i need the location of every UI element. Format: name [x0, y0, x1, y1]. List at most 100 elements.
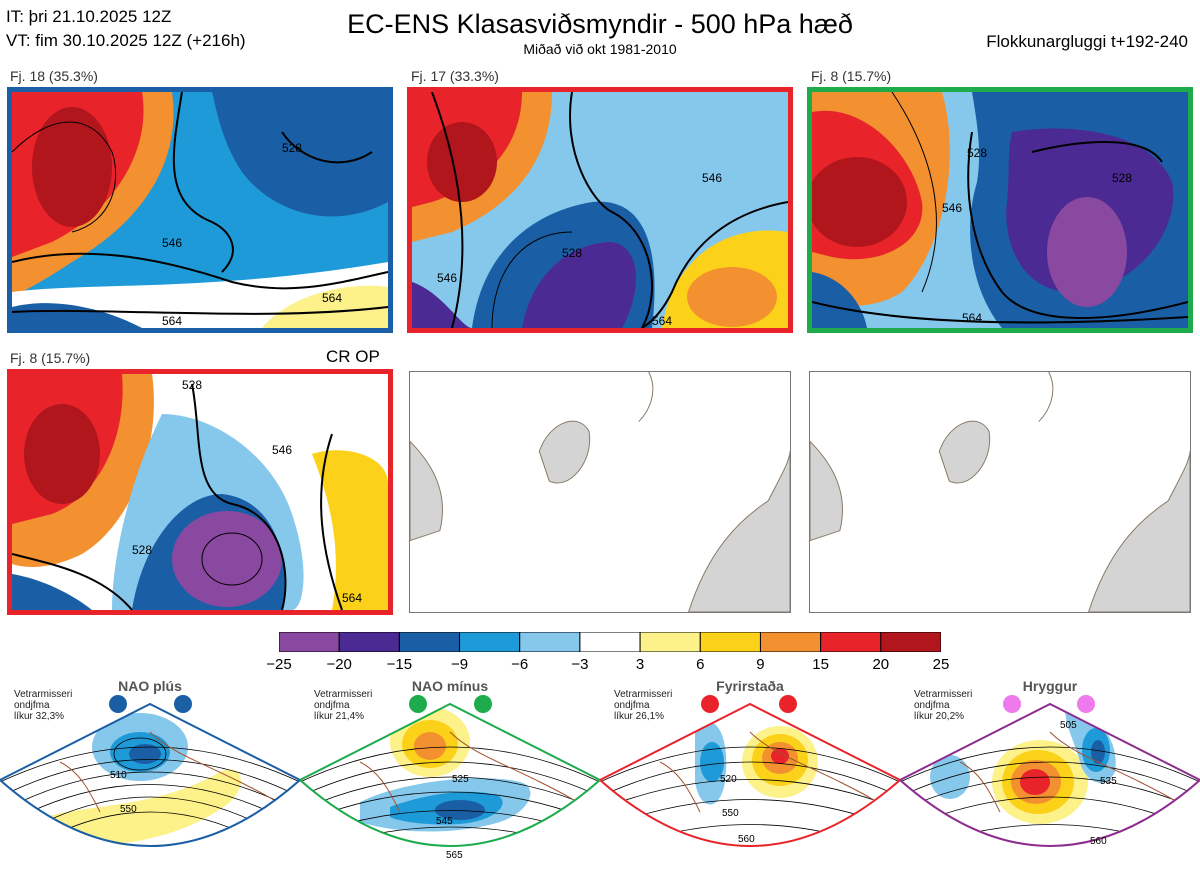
- anomaly-fill: [522, 242, 636, 328]
- contour-label: 564: [342, 591, 362, 605]
- contour-label: 546: [272, 443, 292, 457]
- contour-label: 528: [182, 378, 202, 392]
- contour-label: 510: [110, 770, 127, 781]
- contour-label: 528: [1112, 171, 1132, 185]
- cluster-map-1: 546 564 528 564: [7, 87, 393, 333]
- page-title: EC-ENS Klasasviðsmyndir - 500 hPa hæð: [347, 9, 853, 39]
- regime-panel-nao-plus: 510 550 NAO plús Vetrarmisseri ondjfma l…: [0, 672, 300, 872]
- regime-dot-right: [1077, 695, 1095, 713]
- colorbar-segment: [338, 632, 400, 652]
- colorbar-segment: [579, 632, 641, 652]
- regime-dot-right: [174, 695, 192, 713]
- anomaly-fill: [1047, 197, 1127, 307]
- anomaly-fill: [262, 285, 388, 328]
- height-contour: [12, 553, 133, 610]
- colorbar-tick-label: 15: [812, 656, 829, 673]
- page-subtitle: Miðað við okt 1981-2010: [523, 41, 677, 57]
- regime-border: [600, 702, 900, 847]
- colorbar-tick-label: −6: [511, 656, 529, 673]
- cluster-1-label: Fj. 18 (35.3%): [10, 68, 98, 84]
- height-contour: [491, 231, 573, 328]
- anomaly-fill: [312, 450, 388, 610]
- anomaly-fill: [12, 303, 142, 328]
- colorbar-tick-label: 6: [696, 656, 705, 673]
- height-contour: [569, 92, 653, 328]
- operational-run-label: CR OP: [326, 347, 380, 366]
- cluster-2-field: 546 528 546 564: [412, 92, 788, 328]
- contour-label: 564: [322, 291, 342, 305]
- cluster-map-4: 528 546 528 564: [7, 369, 393, 615]
- regime-name: NAO plús: [118, 678, 182, 694]
- cluster-map-2: 546 528 546 564: [407, 87, 793, 333]
- colorbar-segment: [519, 632, 581, 652]
- regime-dot-left: [1003, 695, 1021, 713]
- regime-1-map: 510 550: [0, 695, 300, 847]
- cluster-map-3: 528 546 564 528: [807, 87, 1193, 333]
- contour-label: 546: [942, 201, 962, 215]
- regime-dot-left: [701, 695, 719, 713]
- contour-label: 565: [446, 850, 463, 861]
- contour-label: 535: [1100, 776, 1117, 787]
- regime-4-map: 505 535 560: [900, 695, 1200, 847]
- colorbar-tick-label: −3: [571, 656, 589, 673]
- regime-border: [0, 702, 300, 847]
- height-contour: [12, 306, 388, 315]
- anomaly-fill: [32, 107, 112, 227]
- height-contour: [172, 92, 234, 273]
- land-outline: [410, 372, 790, 612]
- height-contour: [641, 201, 788, 328]
- empty-map-5: [409, 371, 791, 613]
- anomaly-colorbar: [279, 632, 941, 652]
- contour-label: 546: [162, 236, 182, 250]
- regime-name: Hryggur: [1022, 678, 1078, 694]
- height-contour: [967, 131, 1188, 320]
- land-outline: [810, 372, 1190, 612]
- colorbar-segment: [820, 632, 882, 652]
- anomaly-fill: [172, 511, 282, 607]
- contour-label: 545: [436, 816, 453, 827]
- regime-panel-blocking: 520 550 560 Fyrirstaða Vetrarmisseri ond…: [600, 672, 900, 872]
- colorbar-tick-label: 25: [932, 656, 950, 673]
- cluster-4-field: 528 546 528 564: [12, 374, 388, 610]
- colorbar-segment: [459, 632, 521, 652]
- height-contour: [191, 383, 287, 610]
- contour-label: 550: [722, 808, 739, 819]
- contour-label: 525: [452, 774, 469, 785]
- height-contour: [12, 121, 117, 233]
- anomaly-fill: [812, 157, 907, 247]
- height-contour: [281, 131, 373, 164]
- colorbar-tick-label: 9: [756, 656, 765, 673]
- colorbar-tick-label: −9: [450, 656, 469, 673]
- colorbar-segment: [880, 632, 941, 652]
- colorbar-tick-label: −20: [326, 656, 352, 673]
- height-contour: [320, 433, 343, 610]
- height-contour: [1031, 141, 1163, 163]
- cluster-4-label: Fj. 8 (15.7%): [10, 350, 91, 366]
- contour-label: 528: [562, 246, 582, 260]
- initial-time: IT: þri 21.10.2025 12Z: [6, 7, 172, 26]
- colorbar-tick-label: 3: [635, 656, 645, 673]
- contour-label: 560: [1090, 836, 1107, 847]
- regime-dot-right: [779, 695, 797, 713]
- colorbar-segment: [699, 632, 761, 652]
- regime-panel-nao-minus: 525 545 565 NAO mínus Vetrarmisseri ondj…: [300, 672, 600, 872]
- anomaly-fill: [687, 267, 777, 327]
- anomaly-fill: [212, 92, 388, 217]
- contour-label: 546: [437, 271, 457, 285]
- anomaly-fill: [24, 404, 100, 504]
- contour-label: 528: [132, 543, 152, 557]
- colorbar-tick-label: −15: [386, 656, 413, 673]
- regime-border: [300, 702, 600, 847]
- cluster-3-field: 528 546 564 528: [812, 92, 1188, 328]
- anomaly-fill: [412, 282, 472, 328]
- regime-probability: Vetrarmisseri ondjfma líkur 20,2%: [914, 689, 973, 722]
- colorbar-segment: [639, 632, 701, 652]
- contour-label: 528: [967, 146, 987, 160]
- regime-dot-right: [474, 695, 492, 713]
- contour-label: 550: [120, 804, 137, 815]
- valid-time: VT: fim 30.10.2025 12Z (+216h): [6, 31, 246, 50]
- contour-label: 528: [282, 141, 302, 155]
- contour-label: 564: [962, 311, 982, 325]
- contour-label: 546: [702, 171, 722, 185]
- colorbar-segment: [398, 632, 461, 652]
